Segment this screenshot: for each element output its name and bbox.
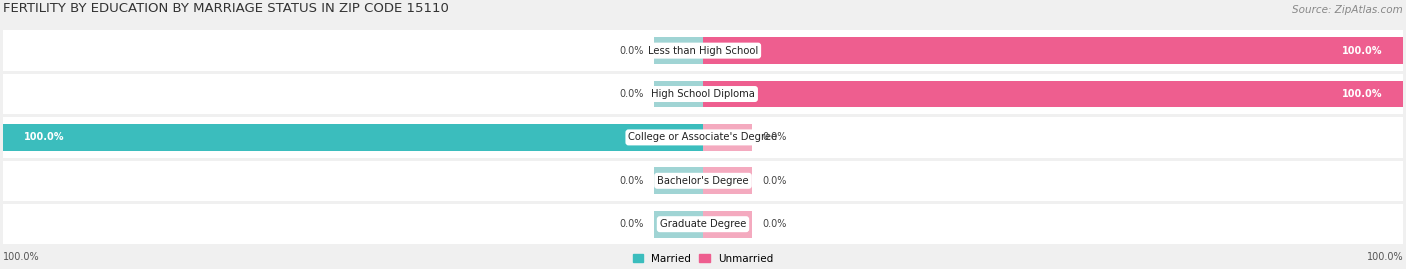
Legend: Married, Unmarried: Married, Unmarried — [628, 250, 778, 268]
Text: Less than High School: Less than High School — [648, 46, 758, 56]
Bar — [654, 167, 703, 194]
Bar — [654, 37, 703, 64]
Text: Graduate Degree: Graduate Degree — [659, 219, 747, 229]
Text: 100.0%: 100.0% — [24, 132, 65, 142]
Bar — [3, 117, 1403, 158]
Text: 100.0%: 100.0% — [1341, 46, 1382, 56]
Text: 100.0%: 100.0% — [1341, 89, 1382, 99]
Bar — [3, 30, 1403, 71]
Bar — [3, 124, 703, 151]
Text: 0.0%: 0.0% — [619, 46, 644, 56]
Text: 0.0%: 0.0% — [619, 89, 644, 99]
Bar — [703, 37, 1403, 64]
Bar — [3, 204, 1403, 244]
Bar — [703, 124, 752, 151]
Text: 100.0%: 100.0% — [3, 252, 39, 262]
Bar — [654, 81, 703, 108]
Text: Bachelor's Degree: Bachelor's Degree — [657, 176, 749, 186]
Text: 100.0%: 100.0% — [1367, 252, 1403, 262]
Text: 0.0%: 0.0% — [762, 176, 787, 186]
Text: FERTILITY BY EDUCATION BY MARRIAGE STATUS IN ZIP CODE 15110: FERTILITY BY EDUCATION BY MARRIAGE STATU… — [3, 2, 449, 15]
Bar — [703, 81, 1403, 108]
Bar — [703, 167, 752, 194]
Bar — [703, 211, 752, 238]
Bar — [3, 161, 1403, 201]
Bar — [3, 74, 1403, 114]
Text: 0.0%: 0.0% — [762, 132, 787, 142]
Text: College or Associate's Degree: College or Associate's Degree — [628, 132, 778, 142]
Bar — [654, 211, 703, 238]
Text: 0.0%: 0.0% — [619, 219, 644, 229]
Text: 0.0%: 0.0% — [619, 176, 644, 186]
Text: 0.0%: 0.0% — [762, 219, 787, 229]
Text: High School Diploma: High School Diploma — [651, 89, 755, 99]
Text: Source: ZipAtlas.com: Source: ZipAtlas.com — [1292, 5, 1403, 15]
